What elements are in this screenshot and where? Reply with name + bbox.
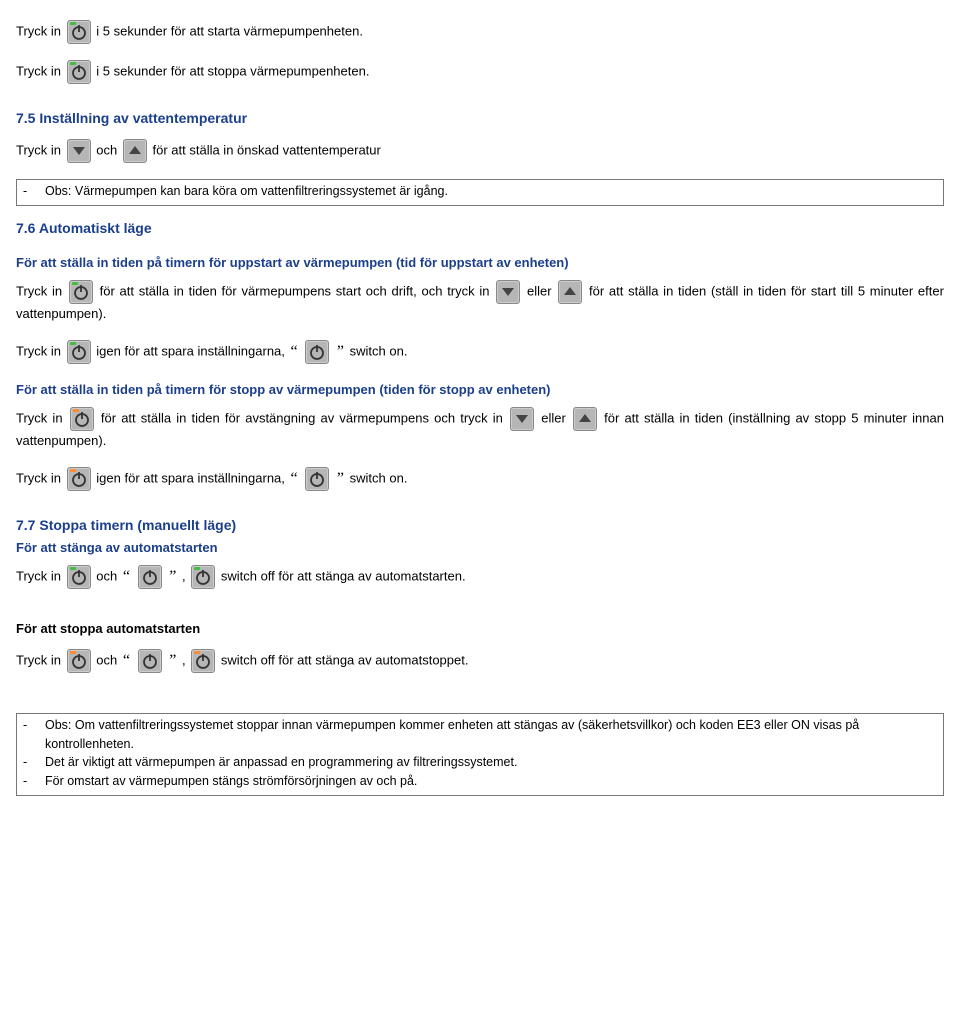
chevron-up-icon [558, 280, 582, 304]
text: för att ställa in tiden [604, 411, 723, 426]
text: , [182, 652, 186, 667]
quote-open-icon: “ [291, 343, 298, 360]
text: Tryck in [16, 343, 61, 358]
text: för att ställa in tiden för avstängning … [101, 411, 503, 426]
section-heading: 7.7 Stoppa timern (manuellt läge) [16, 515, 944, 536]
chevron-down-icon [496, 280, 520, 304]
text: switch off för att stänga av automatstop… [221, 652, 469, 667]
power-icon [305, 467, 329, 491]
note-box: - Obs: Värmepumpen kan bara köra om vatt… [16, 179, 944, 206]
section-heading: 7.5 Inställning av vattentemperatur [16, 108, 944, 129]
text: för att ställa in tiden (ställ [589, 284, 738, 299]
text: , [182, 569, 186, 584]
instruction-line: Tryck in och “ ” , switch off för att st… [16, 565, 944, 589]
text: igen för att spara inställningarna, [96, 470, 285, 485]
chevron-down-icon [510, 407, 534, 431]
power-icon [138, 649, 162, 673]
text: och [96, 142, 117, 157]
text: Tryck in [16, 470, 61, 485]
power-icon [70, 407, 94, 431]
quote-close-icon: ” [169, 652, 176, 669]
quote-close-icon: ” [337, 470, 344, 487]
text: i 5 sekunder för att stoppa värmepumpenh… [96, 63, 369, 78]
note-text: Obs: Om vattenfiltreringssystemet stoppa… [45, 718, 859, 751]
instruction-line: Tryck in igen för att spara inställninga… [16, 340, 944, 364]
power-icon [67, 649, 91, 673]
quote-open-icon: “ [123, 568, 130, 585]
text: Tryck in [16, 284, 62, 299]
subsection-heading: För att ställa in tiden på timern för st… [16, 380, 944, 400]
text: och [96, 652, 117, 667]
subsection-heading: För att ställa in tiden på timern för up… [16, 253, 944, 273]
text: eller [541, 411, 566, 426]
instruction-line: Tryck in för att ställa in tiden för avs… [16, 407, 944, 451]
quote-close-icon: ” [169, 568, 176, 585]
note-box: - Obs: Om vattenfiltreringssystemet stop… [16, 713, 944, 796]
section-heading: 7.6 Automatiskt läge [16, 218, 944, 239]
quote-close-icon: ” [337, 343, 344, 360]
power-icon [138, 565, 162, 589]
text: Tryck in [16, 142, 61, 157]
text: eller [527, 284, 552, 299]
power-icon [191, 649, 215, 673]
subsection-heading: För att stoppa automatstarten [16, 619, 944, 639]
power-icon [191, 565, 215, 589]
text: Tryck in [16, 652, 61, 667]
instruction-line: Tryck in för att ställa in tiden för vär… [16, 280, 944, 324]
text: Tryck in [16, 23, 61, 38]
note-text: Det är viktigt att värmepumpen är anpass… [45, 755, 517, 769]
chevron-up-icon [573, 407, 597, 431]
power-icon [69, 280, 93, 304]
power-icon [67, 340, 91, 364]
power-icon [67, 467, 91, 491]
chevron-up-icon [123, 139, 147, 163]
instruction-line: Tryck in i 5 sekunder för att starta vär… [16, 20, 944, 44]
text: i 5 sekunder för att starta värmepumpenh… [96, 23, 363, 38]
note-text: För omstart av värmepumpen stängs strömf… [45, 774, 417, 788]
power-icon [67, 20, 91, 44]
text: Tryck in [16, 569, 61, 584]
power-icon [67, 60, 91, 84]
text: Tryck in [16, 411, 63, 426]
text: switch on. [350, 343, 408, 358]
instruction-line: Tryck in och “ ” , switch off för att st… [16, 649, 944, 673]
text: switch on. [350, 470, 408, 485]
text: switch off för att stänga av automatstar… [221, 569, 466, 584]
instruction-line: Tryck in i 5 sekunder för att stoppa vär… [16, 60, 944, 84]
power-icon [67, 565, 91, 589]
text: för att ställa in tiden för värmepumpens… [100, 284, 490, 299]
text: och [96, 569, 117, 584]
quote-open-icon: “ [291, 470, 298, 487]
text: för att ställa in önskad vattentemperatu… [153, 142, 381, 157]
quote-open-icon: “ [123, 652, 130, 669]
text: igen för att spara inställningarna, [96, 343, 285, 358]
power-icon [305, 340, 329, 364]
note-text: Obs: Värmepumpen kan bara köra om vatten… [45, 184, 448, 198]
text: Tryck in [16, 63, 61, 78]
subsection-heading: För att stänga av automatstarten [16, 538, 944, 558]
instruction-line: Tryck in och för att ställa in önskad va… [16, 139, 944, 163]
instruction-line: Tryck in igen för att spara inställninga… [16, 467, 944, 491]
chevron-down-icon [67, 139, 91, 163]
